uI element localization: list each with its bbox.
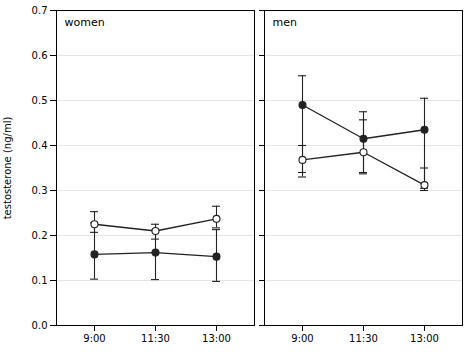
svg-text:women: women	[65, 16, 105, 29]
svg-text:0.0: 0.0	[32, 320, 48, 331]
svg-text:0.1: 0.1	[32, 275, 48, 286]
svg-text:men: men	[273, 16, 297, 29]
svg-text:11:30: 11:30	[141, 333, 170, 344]
svg-text:0.3: 0.3	[32, 185, 48, 196]
svg-text:0.4: 0.4	[32, 140, 48, 151]
svg-text:9:00: 9:00	[291, 333, 313, 344]
svg-text:13:00: 13:00	[410, 333, 439, 344]
svg-text:testosterone (ng/ml): testosterone (ng/ml)	[2, 117, 13, 220]
svg-text:0.5: 0.5	[32, 95, 48, 106]
svg-text:9:00: 9:00	[83, 333, 105, 344]
svg-text:0.6: 0.6	[32, 50, 48, 61]
svg-text:11:30: 11:30	[349, 333, 378, 344]
svg-text:13:00: 13:00	[202, 333, 231, 344]
svg-text:0.2: 0.2	[32, 230, 48, 241]
svg-text:0.7: 0.7	[32, 5, 48, 16]
